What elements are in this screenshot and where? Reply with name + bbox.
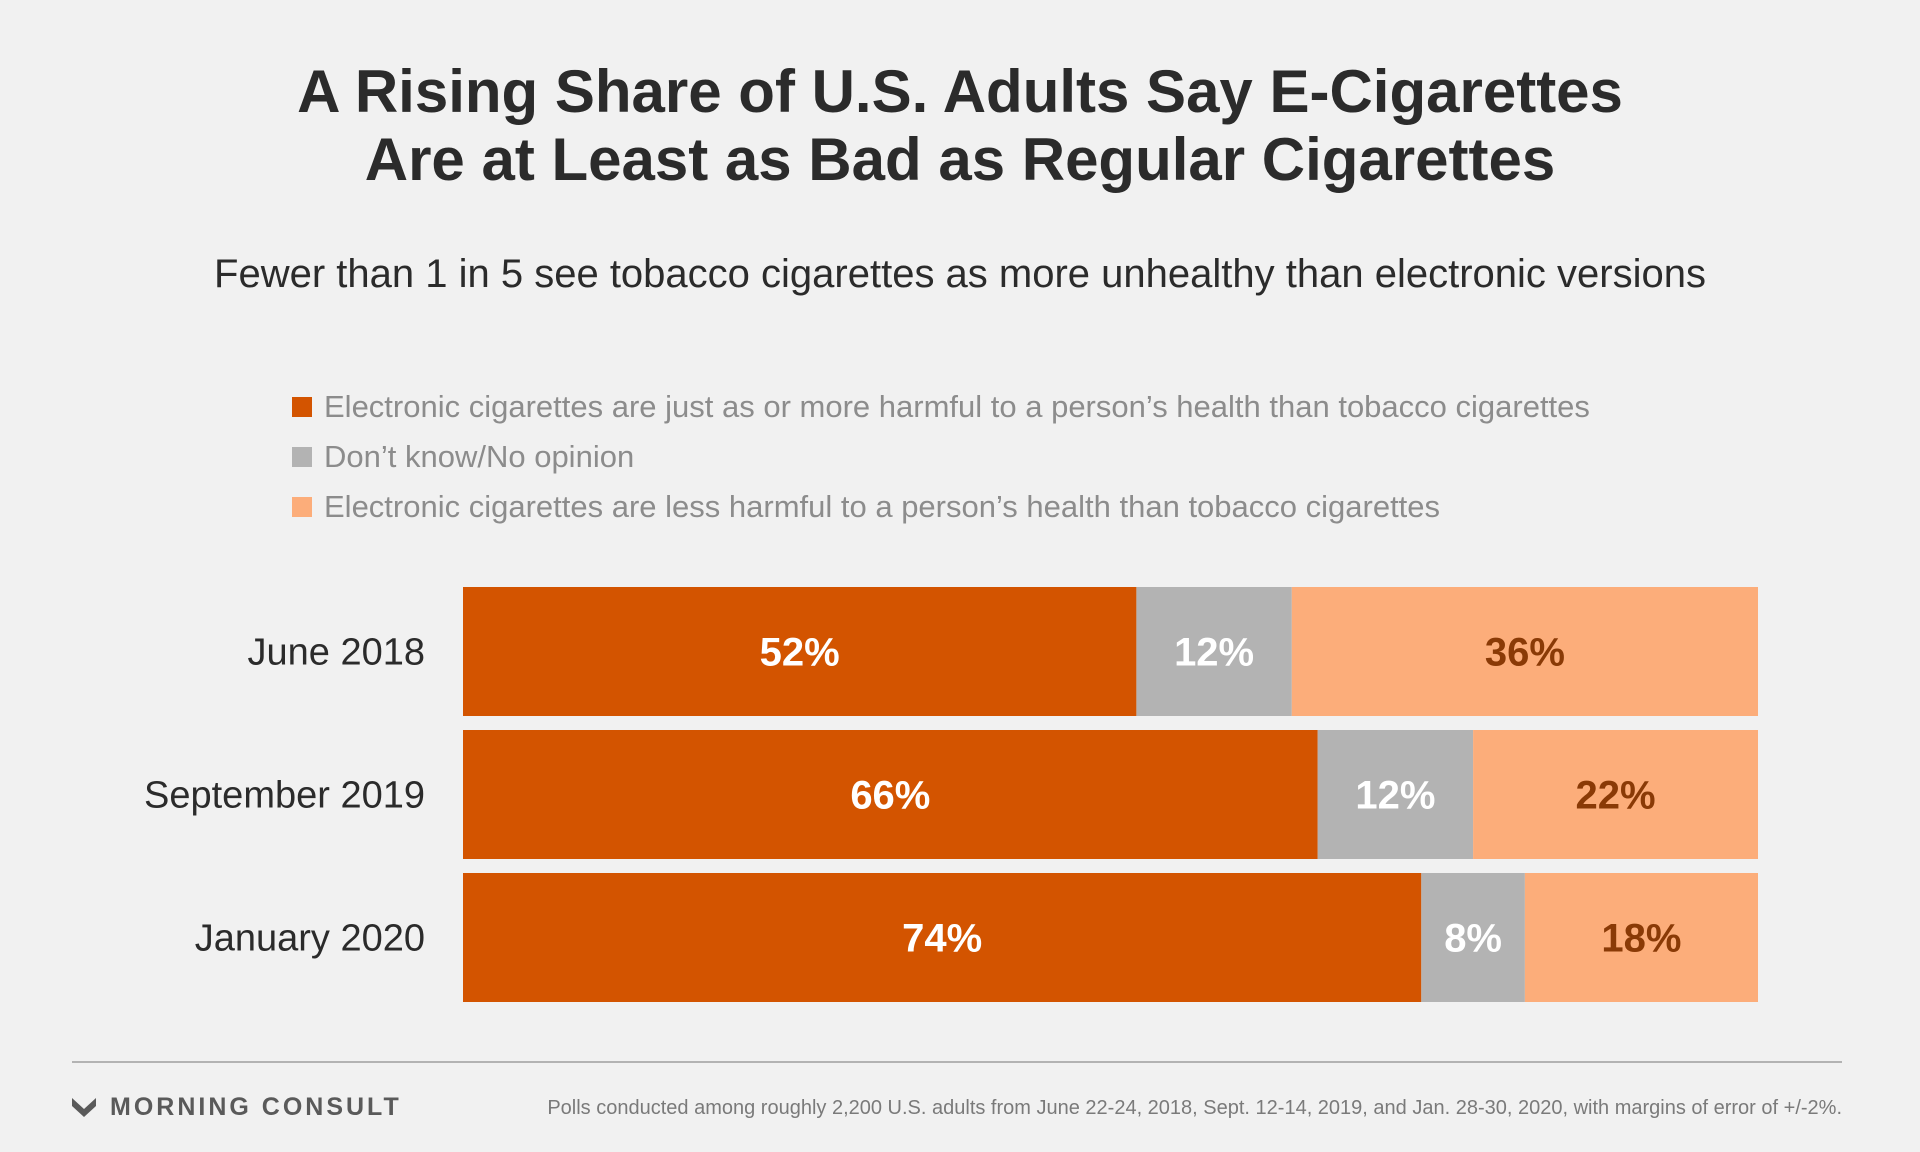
legend: Electronic cigarettes are just as or mor… bbox=[292, 382, 1590, 532]
category-label: September 2019 bbox=[144, 775, 425, 817]
legend-item-less-harmful: Electronic cigarettes are less harmful t… bbox=[292, 482, 1590, 532]
legend-item-dont-know: Don’t know/No opinion bbox=[292, 432, 1590, 482]
bar-segment-dont-know bbox=[1317, 730, 1474, 859]
chart-title: A Rising Share of U.S. Adults Say E-Ciga… bbox=[0, 58, 1920, 194]
data-label-harmful: 66% bbox=[850, 774, 930, 818]
bar-segment-dont-know bbox=[1136, 587, 1292, 716]
data-label-dont-know: 8% bbox=[1444, 917, 1502, 961]
bar-segment-less-harmful bbox=[1473, 730, 1758, 859]
data-label-less-harmful: 36% bbox=[1485, 631, 1565, 675]
footer-divider bbox=[72, 1061, 1842, 1063]
legend-swatch-less-harmful bbox=[292, 497, 312, 517]
data-label-less-harmful: 18% bbox=[1601, 917, 1681, 961]
stacked-bar-chart: June 2018 52% 12% 36% September 2019 66% 12% 22… bbox=[144, 587, 1758, 1002]
bar-segment-less-harmful bbox=[1291, 587, 1758, 716]
bar-segment-harmful bbox=[463, 587, 1137, 716]
morning-consult-logo-icon bbox=[72, 1097, 96, 1117]
bar-segment-harmful bbox=[463, 873, 1422, 1002]
bar-segment-less-harmful bbox=[1524, 873, 1758, 1002]
chart-title-line-1: A Rising Share of U.S. Adults Say E-Ciga… bbox=[297, 58, 1623, 125]
category-label: June 2018 bbox=[248, 632, 426, 674]
data-label-harmful: 52% bbox=[760, 631, 840, 675]
bar-segment-dont-know bbox=[1421, 873, 1525, 1002]
brand-name: MORNING CONSULT bbox=[110, 1093, 402, 1121]
legend-label-dont-know: Don’t know/No opinion bbox=[324, 439, 635, 474]
legend-item-harmful: Electronic cigarettes are just as or mor… bbox=[292, 382, 1590, 432]
legend-label-harmful: Electronic cigarettes are just as or mor… bbox=[324, 389, 1590, 424]
chart-title-line-2: Are at Least as Bad as Regular Cigarette… bbox=[364, 126, 1556, 193]
data-label-dont-know: 12% bbox=[1174, 631, 1254, 675]
legend-swatch-harmful bbox=[292, 397, 312, 417]
data-label-harmful: 74% bbox=[902, 917, 982, 961]
data-label-less-harmful: 22% bbox=[1576, 774, 1656, 818]
data-label-dont-know: 12% bbox=[1355, 774, 1435, 818]
footnote: Polls conducted among roughly 2,200 U.S.… bbox=[547, 1097, 1842, 1119]
category-label: January 2020 bbox=[195, 918, 425, 960]
legend-swatch-dont-know bbox=[292, 447, 312, 467]
chart-subtitle: Fewer than 1 in 5 see tobacco cigarettes… bbox=[214, 252, 1706, 296]
legend-label-less-harmful: Electronic cigarettes are less harmful t… bbox=[324, 489, 1441, 524]
brand: MORNING CONSULT bbox=[70, 1093, 402, 1122]
bar-segment-harmful bbox=[463, 730, 1318, 859]
